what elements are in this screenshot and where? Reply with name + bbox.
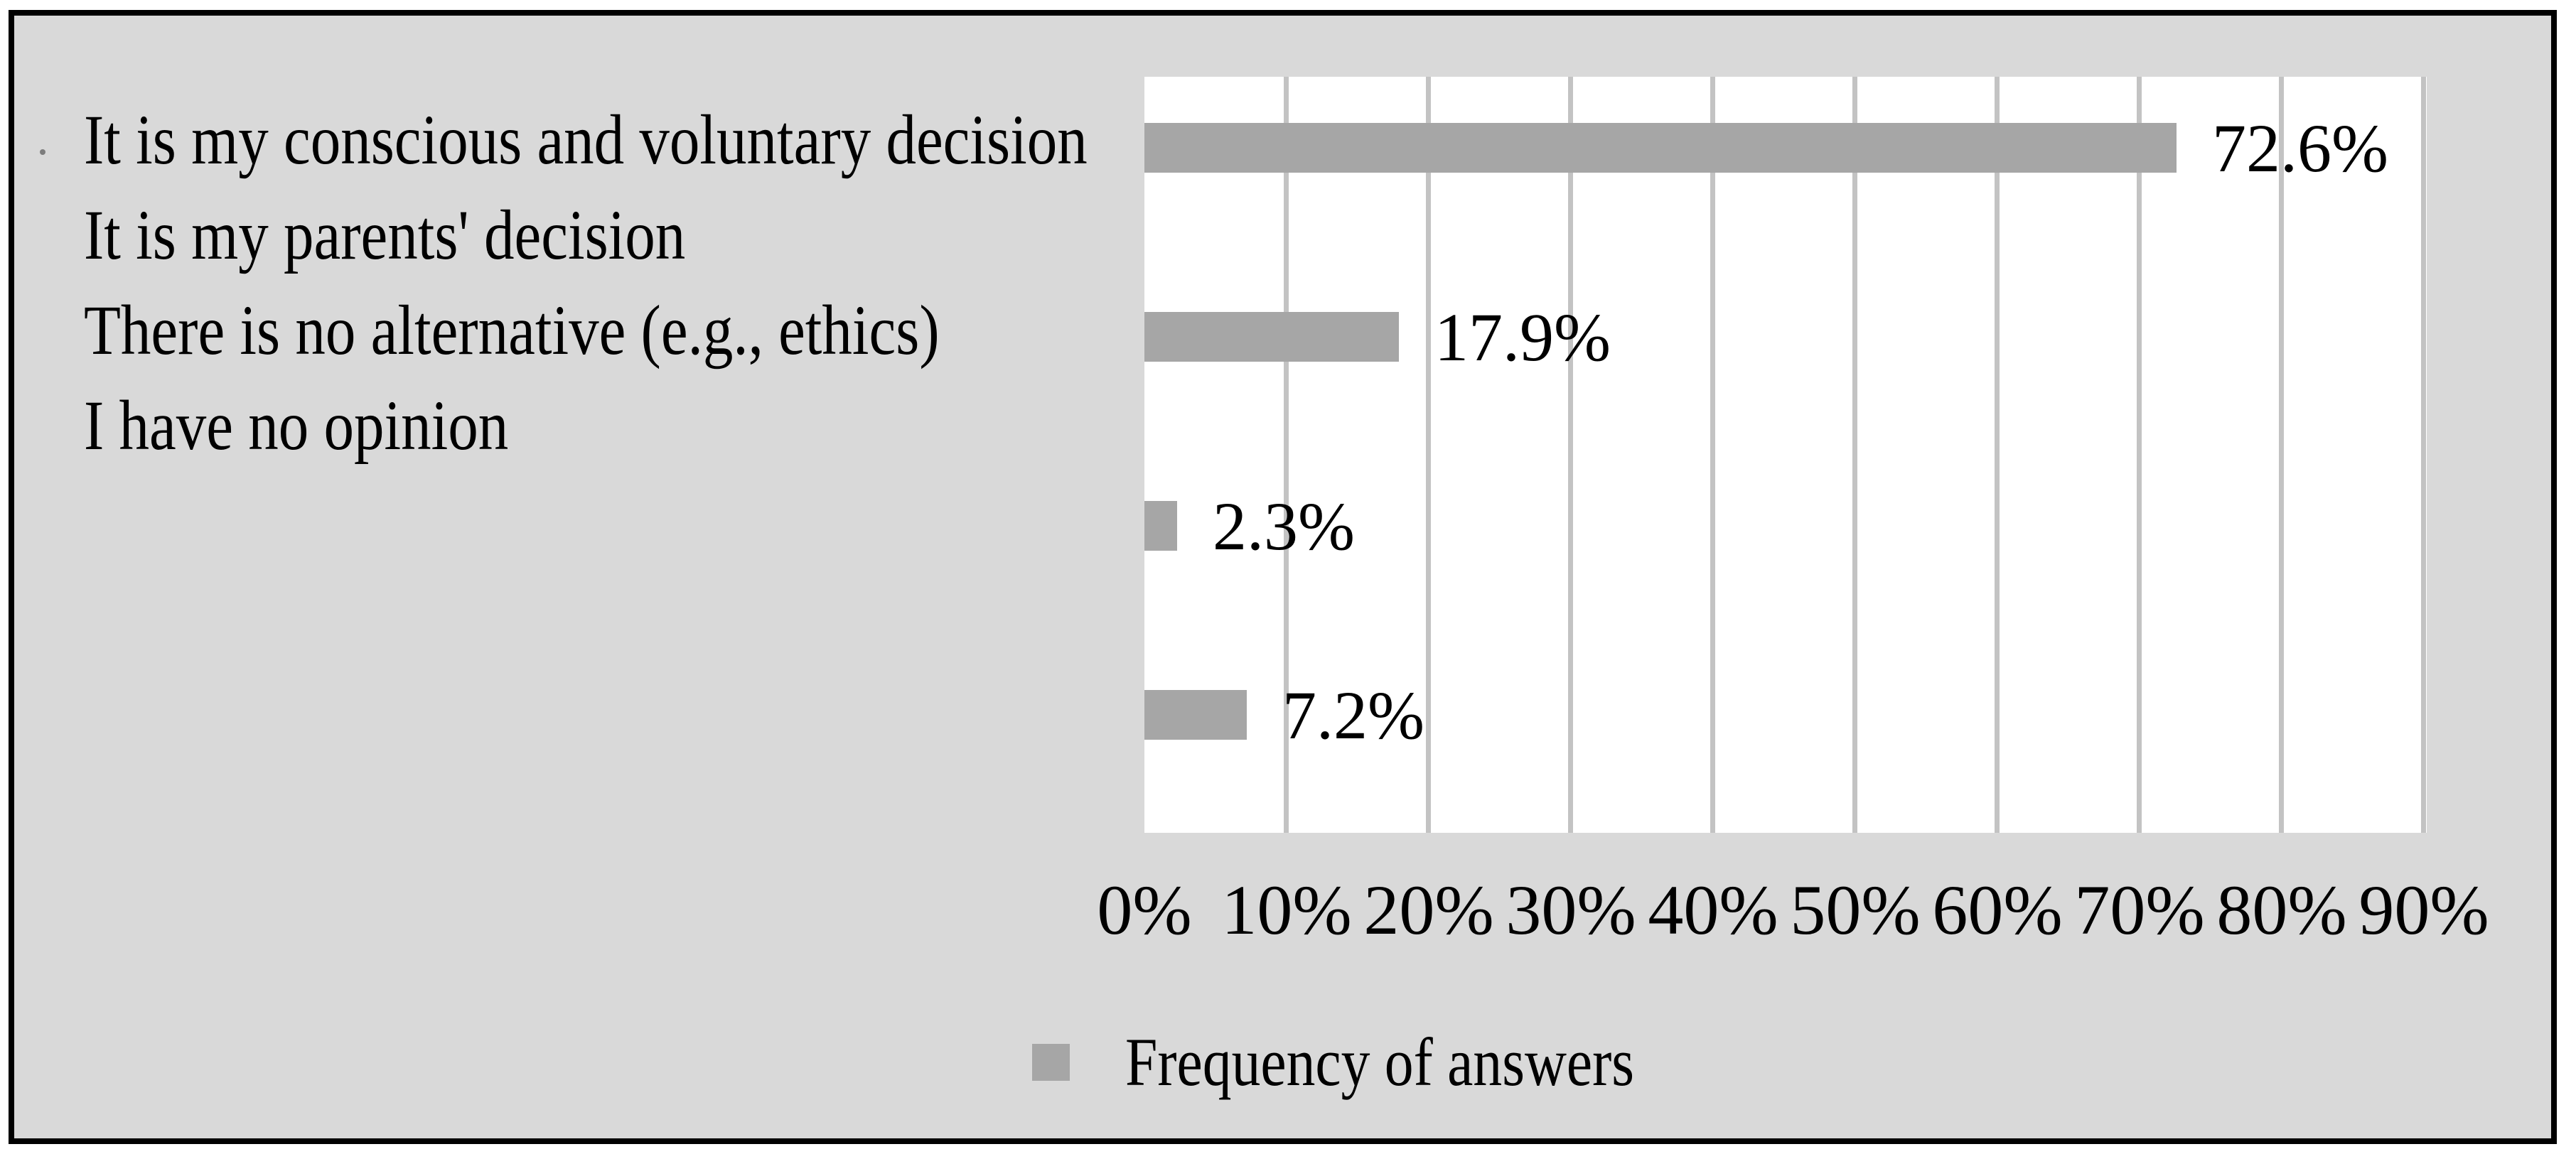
bar-value-label: 7.2%: [1282, 676, 1424, 753]
bar-3: [1144, 690, 1247, 740]
gridline-60pct: [1995, 77, 2000, 833]
bar-value-label: 72.6%: [2212, 109, 2388, 186]
gridline-80pct: [2279, 77, 2284, 833]
category-label-list: It is my conscious and voluntary decisio…: [84, 92, 1150, 473]
x-tick-label: 40%: [1648, 870, 1778, 949]
x-tick-label: 0%: [1097, 870, 1192, 949]
x-tick-label: 80%: [2216, 870, 2347, 949]
legend: Frequency of answers: [1032, 1027, 1724, 1098]
gridline-40pct: [1710, 77, 1715, 833]
plot-area: 72.6% 17.9% 2.3% 7.2%: [1144, 77, 2427, 833]
gridline-50pct: [1852, 77, 1857, 833]
category-label: It is my conscious and voluntary decisio…: [84, 100, 1088, 179]
category-label: I have no opinion: [84, 386, 509, 465]
category-label: It is my parents' decision: [84, 195, 686, 274]
gridline-30pct: [1568, 77, 1573, 833]
bar-value-label: 17.9%: [1434, 298, 1611, 375]
legend-swatch: [1032, 1044, 1070, 1081]
bar-0: [1144, 123, 2177, 173]
bar-value-label: 2.3%: [1213, 487, 1355, 564]
x-tick-label: 20%: [1363, 870, 1494, 949]
x-axis: 0% 10% 20% 30% 40% 50% 60% 70% 80% 90%: [1073, 871, 2566, 949]
x-tick-label: 60%: [1932, 870, 2063, 949]
x-tick-label: 30%: [1506, 870, 1636, 949]
gridline-20pct: [1426, 77, 1431, 833]
x-tick-label: 50%: [1790, 870, 1921, 949]
category-label: There is no alternative (e.g., ethics): [84, 291, 940, 370]
x-tick-label: 90%: [2358, 870, 2489, 949]
gridline-70pct: [2137, 77, 2142, 833]
x-tick-label: 70%: [2074, 870, 2205, 949]
bar-1: [1144, 312, 1399, 362]
stray-dot-artifact: [40, 149, 45, 155]
gridline-90pct: [2421, 77, 2426, 833]
x-tick-label: 10%: [1221, 870, 1352, 949]
legend-label: Frequency of answers: [1125, 1024, 1635, 1100]
bar-2: [1144, 501, 1177, 551]
gridline-10pct: [1284, 77, 1289, 833]
